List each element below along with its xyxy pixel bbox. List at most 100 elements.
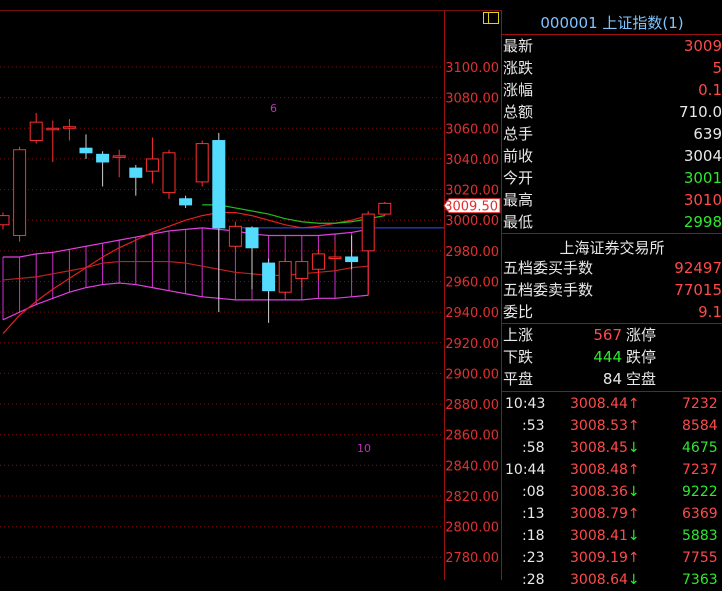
quote-row: 最低 2998	[502, 211, 722, 233]
tick-price: 3009.19↑	[570, 550, 640, 566]
order-value: 77015	[674, 281, 722, 299]
kline-chart[interactable]: 3100.00 3080.00 3060.00 3040.00 3020.00 3000.…	[0, 0, 502, 580]
tick-row: 10:43 3008.44↑ 7232	[502, 393, 722, 415]
quote-label: 总手	[503, 125, 534, 143]
tick-volume: 4675	[682, 440, 718, 456]
quote-label: 最高	[503, 191, 534, 209]
quote-value: 5	[712, 59, 722, 77]
order-label: 五档委卖手数	[503, 281, 594, 299]
flat-label: 平盘	[503, 370, 534, 388]
y-tick-label: 3040.00	[445, 153, 499, 168]
tick-volume: 6369	[682, 506, 718, 522]
down-arrow-icon: ↓	[627, 528, 640, 544]
tick-time: :58	[522, 440, 545, 456]
y-tick-label: 2840.00	[445, 459, 499, 474]
quote-value: 3001	[683, 169, 722, 187]
y-tick-label: 2940.00	[445, 306, 499, 321]
tick-time: :18	[522, 528, 545, 544]
order-row: 委比 9.1	[502, 301, 722, 323]
tick-time: 10:44	[505, 462, 546, 478]
candle-body	[245, 227, 259, 249]
quote-value: 0.1	[698, 81, 722, 99]
candle-body	[96, 153, 110, 163]
breadth-flat-row: 平盘 84 空盘	[502, 368, 722, 390]
candle-body	[278, 261, 292, 293]
y-tick-label: 3060.00	[445, 122, 499, 137]
tick-row: :58 3008.45↓ 4675	[502, 437, 722, 459]
tick-time: :28	[522, 572, 545, 588]
candle-body	[179, 198, 193, 206]
tick-row: :23 3009.19↑ 7755	[502, 547, 722, 569]
candle-body	[112, 155, 126, 158]
tick-volume: 7363	[682, 572, 718, 588]
candle-body	[345, 256, 359, 263]
down-label: 下跌	[503, 348, 534, 366]
quote-row: 涨跌 5	[502, 57, 722, 79]
up-arrow-icon: ↑	[627, 462, 640, 478]
y-tick-label: 3100.00	[445, 61, 499, 76]
quote-label: 最新	[503, 37, 534, 55]
candle-body	[13, 149, 27, 237]
top-border	[0, 10, 722, 11]
tick-volume: 7237	[682, 462, 718, 478]
tick-price: 3008.44↑	[570, 396, 640, 412]
candle-body	[212, 140, 226, 229]
quote-label: 涨幅	[503, 81, 534, 99]
order-row: 五档委买手数 92497	[502, 257, 722, 279]
price-tag-box	[443, 198, 501, 214]
down-arrow-icon: ↓	[627, 440, 640, 456]
tick-time: :53	[522, 418, 545, 434]
layout-toggle-icon[interactable]	[483, 12, 499, 24]
quote-value: 639	[693, 125, 722, 143]
quote-row: 总额 710.0	[502, 101, 722, 123]
candle-body	[0, 215, 10, 226]
y-tick-label: 2920.00	[445, 337, 499, 352]
y-tick-label: 2880.00	[445, 398, 499, 413]
candle-body	[79, 147, 93, 154]
order-value: 92497	[674, 259, 722, 277]
quote-label: 涨跌	[503, 59, 534, 77]
ma-green-line	[202, 204, 385, 224]
candle-body	[145, 158, 159, 172]
quote-row: 最新 3009	[502, 35, 722, 57]
limit-up-label: 涨停	[626, 326, 657, 344]
tick-price: 3008.53↑	[570, 418, 640, 434]
tick-price: 3008.79↑	[570, 506, 640, 522]
quote-row: 前收 3004	[502, 145, 722, 167]
tick-price: 3008.48↑	[570, 462, 640, 478]
boll-upper-line	[3, 227, 369, 258]
tick-volume: 5883	[682, 528, 718, 544]
up-arrow-icon: ↑	[627, 418, 640, 434]
quote-panel: 000001 上证指数(1) 最新 3009 涨跌 5 涨幅 0.1 总额 710.0 总手 63…	[502, 0, 722, 588]
order-value: 9.1	[698, 303, 722, 321]
order-label: 委比	[503, 303, 534, 321]
candle-body	[162, 152, 176, 194]
y-tick-label: 2980.00	[445, 245, 499, 260]
y-tick-label: 2820.00	[445, 490, 499, 505]
tick-time: 10:43	[505, 396, 546, 412]
candle-body	[29, 121, 43, 142]
breadth-down-row: 下跌 444 跌停	[502, 346, 722, 368]
marker-10: 10	[357, 442, 371, 455]
quote-label: 总额	[503, 103, 534, 121]
tick-row: :13 3008.79↑ 6369	[502, 503, 722, 525]
y-tick-label: 3020.00	[445, 184, 499, 199]
tick-price: 3008.45↓	[570, 440, 640, 456]
quote-row: 总手 639	[502, 123, 722, 145]
quote-row: 涨幅 0.1	[502, 79, 722, 101]
tick-volume: 7232	[682, 396, 718, 412]
y-tick-label: 2960.00	[445, 275, 499, 290]
boll-lower-line	[2, 282, 369, 321]
quote-label: 最低	[503, 213, 534, 231]
quote-label: 前收	[503, 147, 534, 165]
tick-price: 3008.41↓	[570, 528, 640, 544]
tick-volume: 9222	[682, 484, 718, 500]
y-tick-label: 3080.00	[445, 92, 499, 107]
y-tick-label: 2780.00	[445, 551, 499, 566]
tick-time: :23	[522, 550, 545, 566]
ma-red-line	[2, 211, 369, 334]
exchange-title: 上海证券交易所	[559, 239, 665, 257]
tick-row: :08 3008.36↓ 9222	[502, 481, 722, 503]
candle-body	[228, 225, 242, 247]
candle-body	[361, 213, 375, 252]
